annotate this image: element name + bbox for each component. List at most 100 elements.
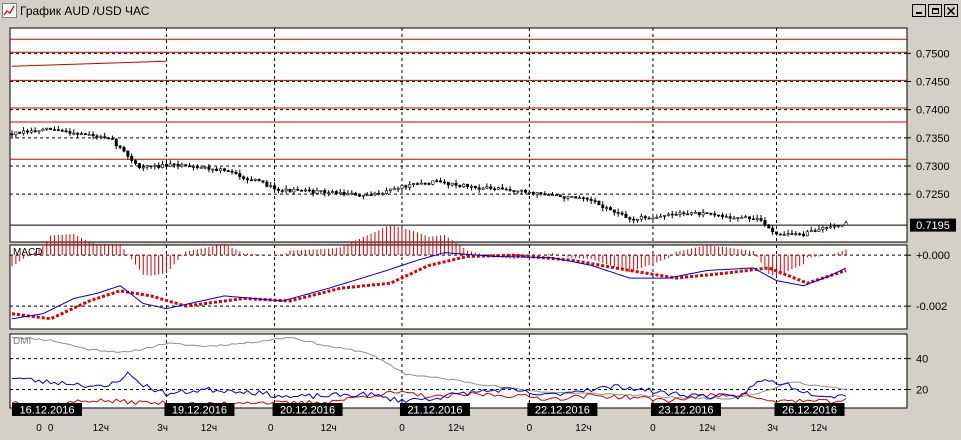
candle-body xyxy=(107,137,111,140)
candle-body xyxy=(774,231,778,235)
chart-app-icon xyxy=(2,3,17,18)
window-title: График AUD /USD ЧАС xyxy=(20,4,150,18)
current-price-label: 0.7195 xyxy=(916,220,950,232)
candle-body xyxy=(369,194,373,197)
candle-body xyxy=(531,191,535,195)
date-label-box xyxy=(527,403,598,416)
candle-body xyxy=(562,196,566,199)
candle-body xyxy=(593,200,597,202)
candle-body xyxy=(76,132,80,135)
minimize-icon xyxy=(916,12,922,14)
candle-body xyxy=(288,188,292,193)
candle-body xyxy=(786,233,790,235)
candle-body xyxy=(489,186,493,190)
macd-axis: +0.000 -0.002 xyxy=(907,250,950,313)
dmi-minus-line xyxy=(11,390,847,408)
minimize-button[interactable] xyxy=(912,4,926,17)
candle-body xyxy=(238,173,242,178)
macd-panel[interactable]: MACD +0.000 -0.002 xyxy=(9,224,950,330)
dmi-panel[interactable]: DMI 40 20 xyxy=(9,333,928,409)
candle-body xyxy=(126,150,130,157)
price-tick-label: 0.7400 xyxy=(916,105,950,117)
candle-body xyxy=(508,189,512,191)
candle-body xyxy=(284,188,288,192)
date-label: 16.12.2016 xyxy=(19,405,74,417)
candle-body xyxy=(99,136,103,139)
candle-body xyxy=(632,218,636,221)
hour-label: 0 xyxy=(399,423,405,434)
candle-body xyxy=(840,224,844,227)
candle-body xyxy=(45,127,49,130)
candle-body xyxy=(230,170,234,173)
candle-body xyxy=(767,224,771,229)
candle-body xyxy=(674,214,678,216)
candle-body xyxy=(191,166,195,168)
candle-body xyxy=(578,197,582,200)
candle-body xyxy=(794,233,798,235)
candle-body xyxy=(724,216,728,218)
candle-body xyxy=(744,216,748,219)
candle-body xyxy=(686,213,690,216)
close-button[interactable] xyxy=(944,4,958,17)
candle-body xyxy=(18,131,22,134)
dmi-adx-line xyxy=(11,336,846,400)
candle-body xyxy=(732,217,736,220)
candle-body xyxy=(647,217,651,220)
candle-body xyxy=(844,222,848,226)
price-panel[interactable]: 0.7500 0.7450 0.7400 0.7350 0.7300 0.7250 0.7… xyxy=(9,27,956,243)
candle-body xyxy=(728,216,732,219)
candle-body xyxy=(446,182,450,186)
candle-body xyxy=(751,218,755,221)
candle-body xyxy=(404,185,408,188)
candle-body xyxy=(419,182,423,185)
candle-body xyxy=(651,217,655,220)
candle-body xyxy=(25,130,29,133)
candle-body xyxy=(527,191,531,194)
candle-body xyxy=(817,229,821,232)
candle-body xyxy=(512,190,516,193)
candle-body xyxy=(64,130,68,133)
current-price-tag: 0.7195 xyxy=(910,218,956,232)
maximize-button[interactable] xyxy=(928,4,942,17)
candle-body xyxy=(720,214,724,218)
candle-body xyxy=(307,189,311,192)
candle-body xyxy=(137,163,141,168)
candle-body xyxy=(821,227,825,230)
candle-body xyxy=(701,212,705,216)
candle-body xyxy=(481,187,485,190)
candle-body xyxy=(431,180,435,185)
candle-body xyxy=(41,128,45,132)
candle-body xyxy=(211,168,215,171)
candle-body xyxy=(199,167,203,169)
date-label: 20.12.2016 xyxy=(280,405,335,417)
candle-body xyxy=(203,166,207,169)
hour-label: 3ч xyxy=(157,423,168,434)
candle-body xyxy=(195,166,199,168)
hour-label: 12ч xyxy=(811,423,827,434)
candle-body xyxy=(68,131,72,134)
hour-label: 3ч xyxy=(767,423,778,434)
candle-body xyxy=(257,179,261,182)
candle-body xyxy=(535,192,539,195)
candle-body xyxy=(558,194,562,197)
title-bar: График AUD /USD ЧАС xyxy=(0,0,961,22)
hour-label: 0 xyxy=(527,423,533,434)
candle-body xyxy=(95,135,99,138)
candle-body xyxy=(747,216,751,220)
candle-body xyxy=(771,227,775,233)
candle-body xyxy=(334,191,338,194)
candle-body xyxy=(678,212,682,215)
candle-body xyxy=(172,163,176,166)
candle-body xyxy=(713,213,717,216)
candle-body xyxy=(458,185,462,188)
macd-tick-label: +0.000 xyxy=(916,250,950,262)
candle-body xyxy=(608,207,612,211)
candle-body xyxy=(226,170,230,172)
candle-body xyxy=(269,185,273,187)
candle-body xyxy=(790,233,794,235)
candle-body xyxy=(496,187,500,190)
candle-body xyxy=(705,212,709,215)
candle-body xyxy=(547,194,551,196)
candle-body xyxy=(570,196,574,198)
hour-label: 12ч xyxy=(575,423,591,434)
